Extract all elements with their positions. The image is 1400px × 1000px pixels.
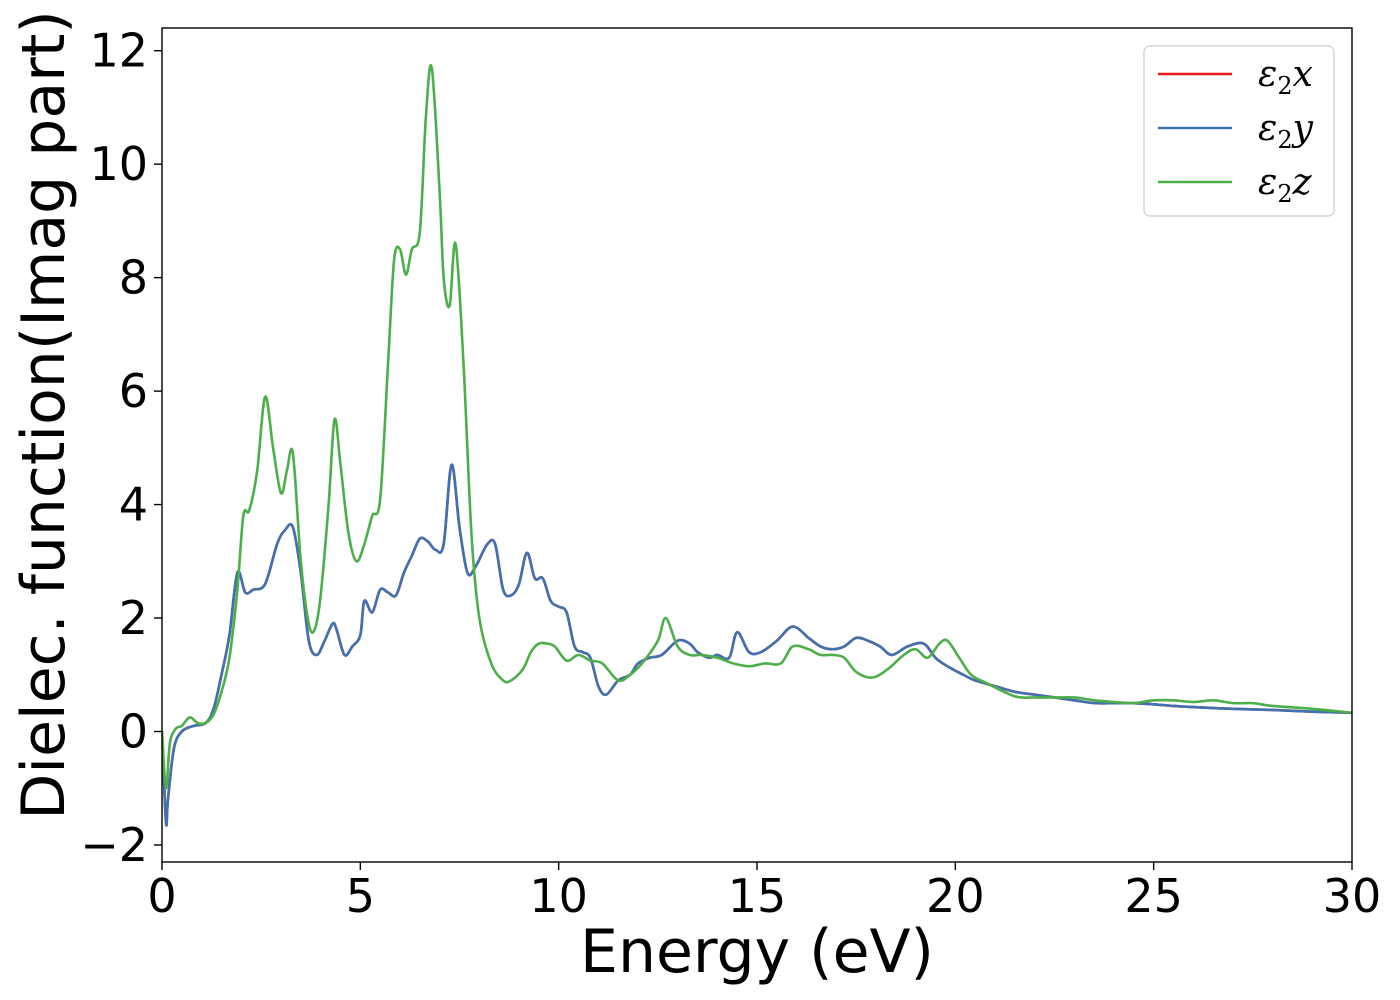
legend-label: ε2x — [1258, 54, 1313, 100]
y-tick-label: 10 — [89, 137, 148, 191]
x-tick-label: 5 — [346, 869, 375, 923]
y-tick-label: 2 — [119, 591, 148, 645]
series-line-y — [162, 463, 1352, 827]
x-axis-ticks: 0 5 10 15 20 25 30 — [147, 862, 1381, 923]
legend: ε2x ε2y ε2z — [1143, 45, 1335, 217]
y-tick-label: 6 — [119, 364, 148, 418]
y-tick-label: −2 — [80, 818, 148, 872]
y-axis-ticks: −2 0 2 4 6 8 10 12 — [80, 24, 162, 872]
legend-label: ε2y — [1258, 108, 1314, 154]
y-tick-label: 4 — [119, 478, 148, 532]
series-line-z — [162, 64, 1352, 790]
x-tick-label: 25 — [1124, 869, 1183, 923]
x-tick-label: 20 — [926, 869, 985, 923]
x-tick-label: 0 — [147, 869, 176, 923]
y-tick-label: 8 — [119, 251, 148, 305]
y-tick-label: 0 — [119, 705, 148, 759]
series-layer — [162, 64, 1352, 827]
y-tick-label: 12 — [89, 24, 148, 78]
x-tick-label: 10 — [529, 869, 588, 923]
legend-label: ε2z — [1258, 162, 1313, 208]
y-axis-label: Dielec. function(Imag part) — [9, 10, 79, 820]
legend-box — [1143, 45, 1335, 217]
x-tick-label: 30 — [1323, 869, 1382, 923]
x-tick-label: 15 — [728, 869, 787, 923]
x-axis-label: Energy (eV) — [580, 917, 934, 987]
